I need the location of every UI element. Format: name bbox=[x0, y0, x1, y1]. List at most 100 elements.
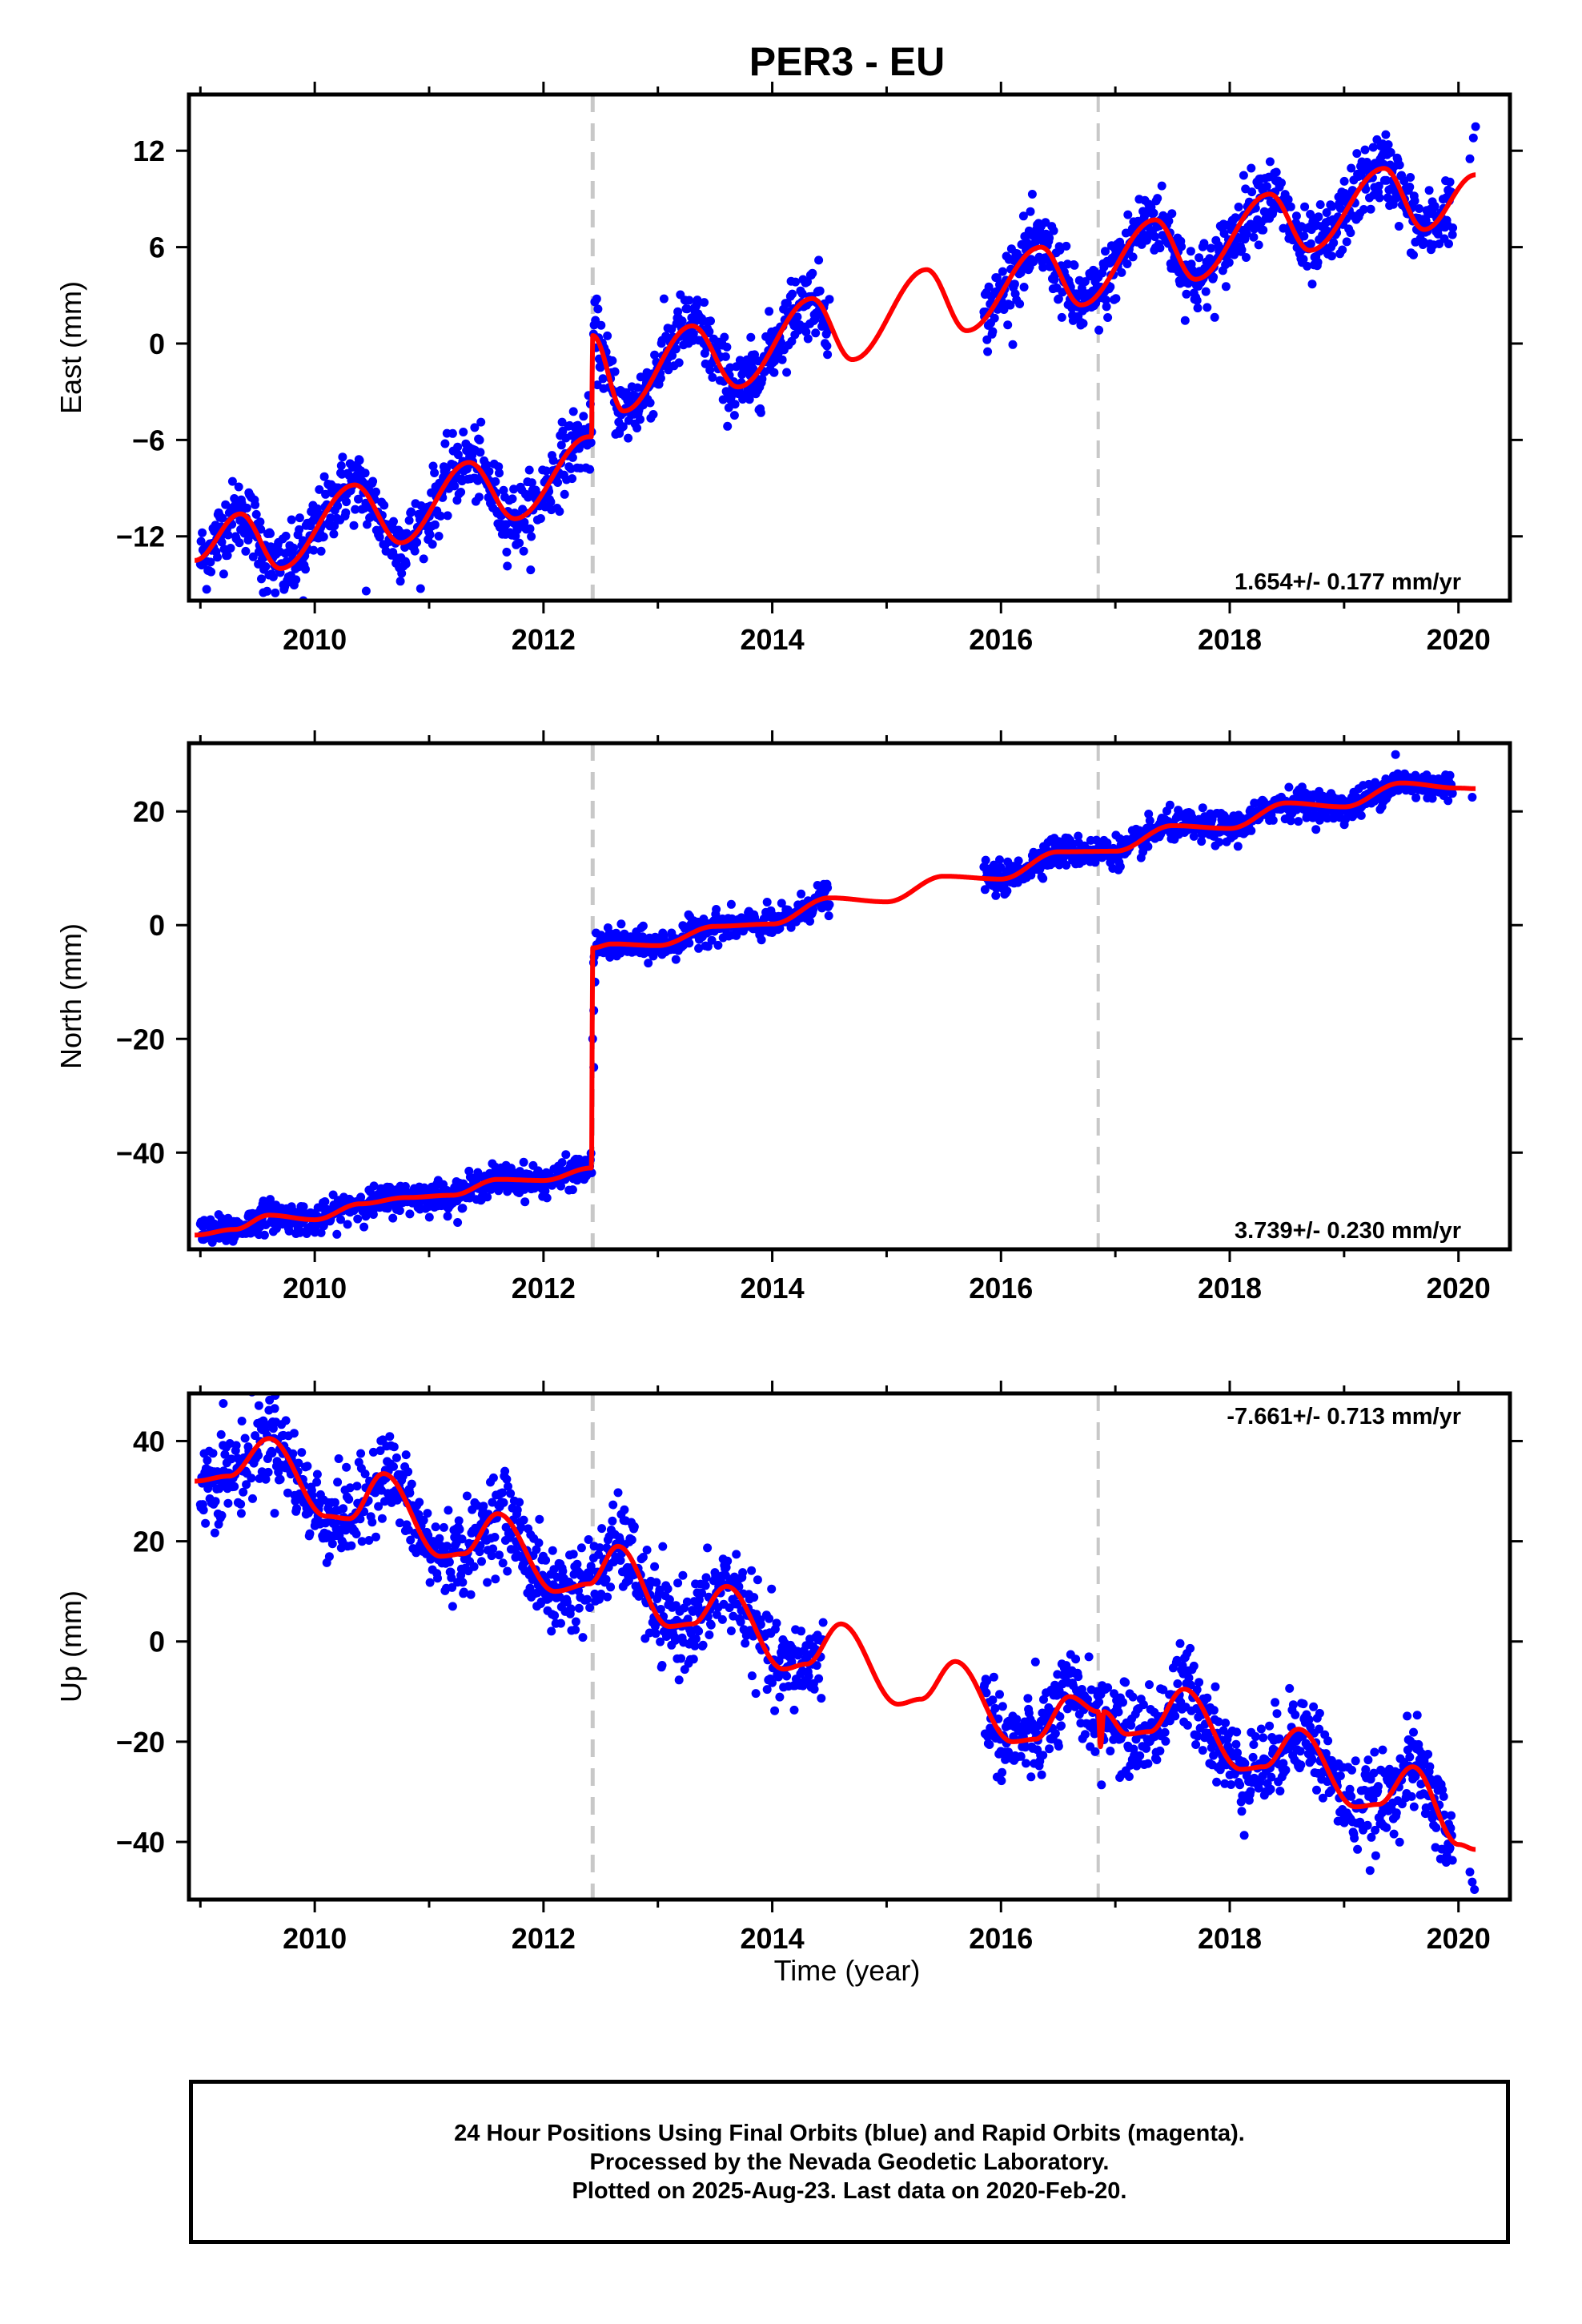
data-point bbox=[801, 328, 811, 336]
data-point bbox=[270, 1509, 279, 1518]
data-point bbox=[723, 421, 733, 431]
data-point bbox=[732, 1550, 741, 1559]
data-point bbox=[756, 408, 765, 417]
data-point bbox=[356, 1449, 366, 1458]
data-point bbox=[542, 1193, 552, 1203]
data-point bbox=[1015, 300, 1025, 308]
data-point bbox=[1037, 1770, 1046, 1779]
data-point bbox=[1410, 196, 1419, 206]
data-point bbox=[1279, 223, 1288, 233]
data-point bbox=[1347, 163, 1356, 173]
data-point bbox=[1242, 253, 1251, 262]
data-point bbox=[416, 584, 425, 593]
data-point bbox=[1192, 296, 1202, 305]
data-point bbox=[281, 531, 291, 541]
data-point bbox=[741, 1638, 750, 1648]
data-point bbox=[691, 1634, 701, 1643]
data-point bbox=[271, 588, 280, 597]
data-point bbox=[730, 400, 740, 409]
data-point bbox=[747, 1671, 757, 1681]
data-point bbox=[701, 1581, 710, 1590]
data-point bbox=[1084, 1652, 1094, 1662]
data-point bbox=[1233, 842, 1243, 851]
data-point bbox=[767, 1584, 777, 1594]
data-point bbox=[236, 1509, 246, 1518]
data-point bbox=[548, 1546, 557, 1555]
y-axis-label: East (mm) bbox=[54, 281, 87, 414]
data-point bbox=[601, 1574, 611, 1584]
data-point bbox=[786, 923, 796, 932]
data-point bbox=[512, 1506, 522, 1514]
plot-area bbox=[192, 1393, 1480, 1894]
data-point bbox=[470, 423, 480, 432]
data-point bbox=[1030, 1657, 1040, 1667]
data-point bbox=[1170, 1711, 1180, 1721]
data-point bbox=[1128, 1692, 1138, 1702]
data-point bbox=[726, 899, 736, 909]
data-point bbox=[1329, 238, 1339, 247]
data-point bbox=[1177, 242, 1186, 251]
data-point bbox=[462, 1491, 472, 1501]
data-point bbox=[608, 1516, 617, 1526]
data-point bbox=[598, 374, 608, 384]
data-point bbox=[208, 1449, 218, 1458]
data-point bbox=[765, 1614, 774, 1623]
data-point bbox=[385, 1432, 395, 1441]
data-point bbox=[344, 1494, 354, 1504]
data-point bbox=[606, 1582, 616, 1592]
data-point bbox=[1055, 245, 1065, 255]
data-point bbox=[648, 410, 658, 419]
data-point bbox=[404, 1467, 413, 1477]
data-point bbox=[1471, 122, 1480, 131]
data-point bbox=[405, 1488, 415, 1498]
data-point bbox=[291, 575, 301, 585]
data-point bbox=[453, 1218, 463, 1227]
data-point bbox=[259, 588, 268, 597]
y-tick-label: 0 bbox=[149, 328, 165, 360]
data-point bbox=[231, 1441, 241, 1450]
data-point bbox=[678, 1570, 688, 1580]
data-point bbox=[1231, 213, 1240, 223]
data-point bbox=[632, 424, 642, 432]
data-point bbox=[985, 1740, 994, 1749]
data-point bbox=[391, 1453, 401, 1462]
data-point bbox=[1199, 239, 1209, 248]
data-point bbox=[479, 1502, 488, 1511]
data-point bbox=[1315, 200, 1325, 209]
data-point bbox=[527, 478, 536, 488]
data-point bbox=[751, 1689, 761, 1699]
data-point bbox=[1327, 202, 1337, 211]
data-point bbox=[1164, 216, 1174, 226]
data-point bbox=[1342, 237, 1351, 247]
data-point bbox=[499, 1498, 508, 1507]
data-point bbox=[261, 562, 271, 571]
data-point bbox=[803, 277, 812, 287]
data-point bbox=[1335, 203, 1345, 213]
data-point bbox=[1145, 816, 1154, 826]
data-point bbox=[990, 1703, 1000, 1713]
data-point bbox=[674, 1675, 684, 1685]
data-point bbox=[1247, 187, 1257, 197]
data-point bbox=[312, 1478, 322, 1487]
data-point bbox=[515, 538, 524, 548]
data-point bbox=[701, 1573, 711, 1582]
data-point bbox=[586, 438, 596, 448]
data-point bbox=[694, 1626, 704, 1636]
data-point bbox=[772, 1618, 781, 1628]
data-point bbox=[610, 367, 620, 376]
data-point bbox=[825, 900, 834, 910]
data-point bbox=[1430, 202, 1439, 211]
data-point bbox=[568, 474, 577, 484]
data-point bbox=[527, 532, 536, 541]
data-point bbox=[1239, 171, 1248, 180]
data-point bbox=[1111, 294, 1121, 304]
data-point bbox=[405, 1209, 415, 1219]
data-point bbox=[1143, 1759, 1153, 1768]
data-point bbox=[360, 468, 370, 478]
x-tick-label: 2010 bbox=[283, 1272, 347, 1305]
data-point bbox=[705, 1630, 714, 1639]
data-point bbox=[310, 1228, 319, 1237]
data-point bbox=[689, 329, 698, 339]
